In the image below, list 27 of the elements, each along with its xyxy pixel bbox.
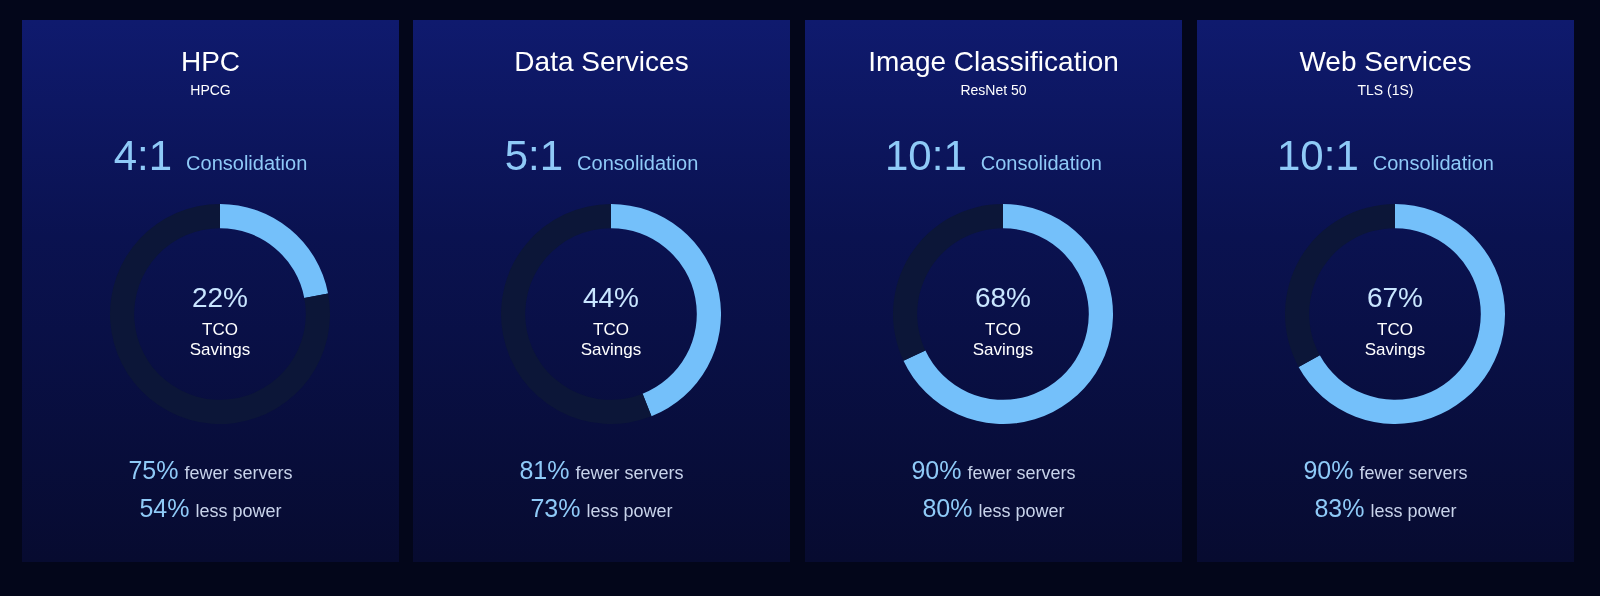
chart-subtitle: HPCG [189, 82, 232, 98]
chart-title: HPC [179, 46, 242, 78]
text: 4:1 Consolidation [112, 132, 309, 180]
text: 68% [973, 282, 1032, 314]
text: 80% less power [921, 494, 1066, 523]
text: 44% [581, 282, 640, 314]
chart-subtitle: ResNet 50 [959, 82, 1028, 98]
text: 83% less power [1313, 494, 1458, 523]
text: TCO Savings [971, 320, 1035, 360]
text: 5:1 Consolidation [503, 132, 700, 180]
text: 10:1 Consolidation [884, 132, 1103, 180]
text: 10:1 Consolidation [1276, 132, 1495, 180]
text: 67% [1365, 282, 1424, 314]
text: 73% less power [529, 494, 674, 523]
text: 90% fewer servers [1302, 456, 1469, 485]
chart-title: Data Services [513, 46, 690, 78]
chart-subtitle: TLS (1S) [1356, 82, 1415, 98]
text: TCO Savings [1363, 320, 1427, 360]
chart-title: Image Classification [867, 46, 1120, 78]
text: TCO Savings [188, 320, 252, 360]
text: TCO Savings [579, 320, 643, 360]
text: 90% fewer servers [910, 456, 1077, 485]
text: 22% [190, 282, 249, 314]
chart-title: Web Services [1298, 46, 1473, 78]
text: 81% fewer servers [518, 456, 685, 485]
text: 75% fewer servers [127, 456, 294, 485]
text: 54% less power [138, 494, 283, 523]
